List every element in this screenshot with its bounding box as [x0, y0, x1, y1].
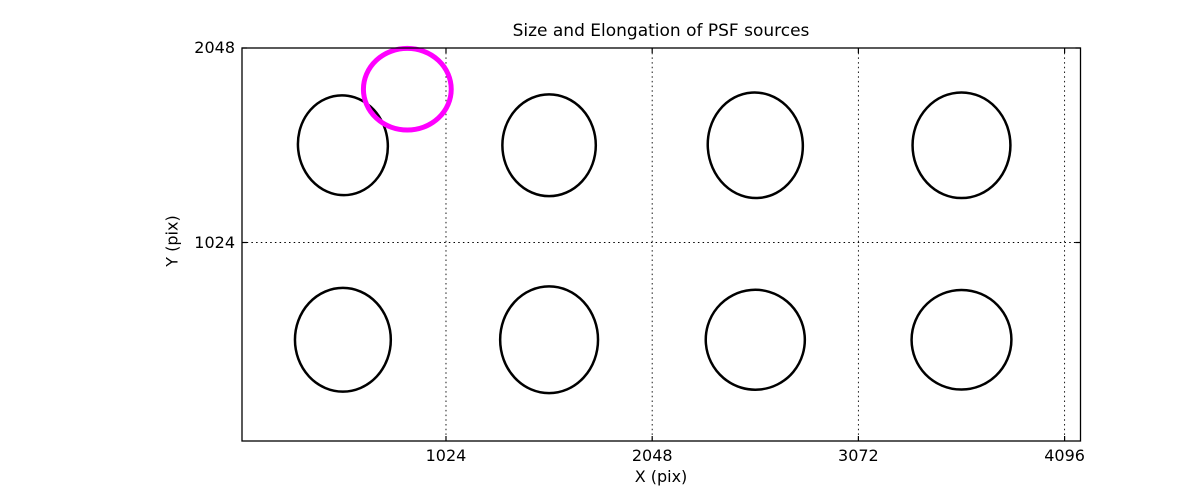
psf-ellipse [501, 93, 598, 198]
psf-ellipse [706, 91, 805, 200]
psf-ellipse [296, 94, 390, 197]
x-tick-label: 4096 [1044, 446, 1085, 465]
y-tick-label: 2048 [194, 38, 235, 57]
x-axis-label: X (pix) [634, 467, 688, 486]
x-tick-label: 1024 [425, 446, 467, 465]
axes-frame [241, 47, 1082, 442]
highlighted-psf-ellipse [360, 45, 454, 133]
psf-ellipse [293, 286, 393, 393]
x-tick-label: 2048 [631, 446, 673, 465]
chart-title: Size and Elongation of PSF sources [512, 21, 810, 41]
psf-ellipse [910, 288, 1013, 391]
y-axis-label: Y (pix) [162, 215, 182, 267]
x-tick-label: 3072 [838, 446, 879, 465]
y-tick-label: 1024 [194, 232, 235, 252]
psf-ellipse [498, 285, 600, 395]
psf-ellipse [911, 91, 1012, 200]
psf-ellipse [704, 288, 807, 391]
